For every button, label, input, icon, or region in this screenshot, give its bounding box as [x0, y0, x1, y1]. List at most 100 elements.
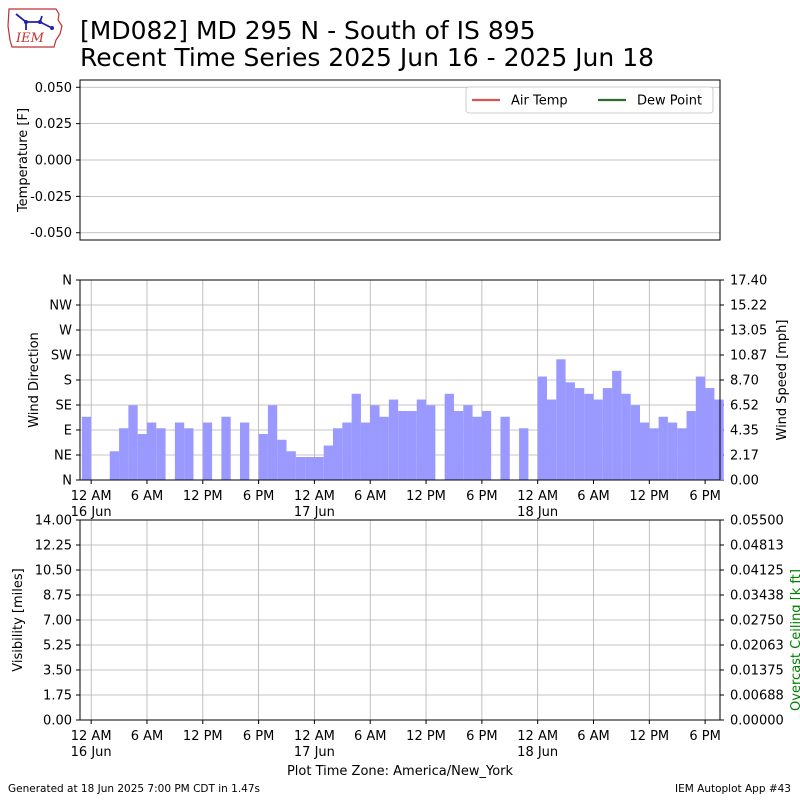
temp-y-axis-label: Temperature [F]: [16, 108, 31, 213]
vis-y-axis-label: Visibility [miles]: [11, 568, 26, 671]
chart-title-line2: Recent Time Series 2025 Jun 16 - 2025 Ju…: [80, 43, 654, 72]
wind-speed-bar: [593, 399, 603, 480]
wind-y-tick-label: NW: [49, 299, 72, 314]
wind-y2-tick-label: 17.40: [730, 274, 767, 289]
vis-x-tick-label: 6 PM: [243, 729, 274, 744]
temp-frame: [79, 79, 721, 241]
vis-x-tick-label: 12 AM: [517, 729, 558, 744]
wind-y-tick-label: NE: [54, 449, 72, 464]
wind-speed-bar: [221, 416, 231, 480]
vis-y-tick-label: 12.25: [35, 539, 72, 554]
wind-speed-bar: [295, 457, 306, 480]
wind-y-tick-label: SW: [51, 349, 72, 364]
wind-speed-bar: [174, 422, 185, 480]
wind-x-tick-label: 12 AM: [294, 489, 335, 504]
wind-y-tick-label: S: [64, 374, 72, 389]
wind-speed-bar: [305, 457, 315, 480]
wind-speed-bar: [360, 422, 371, 480]
wind-speed-bar: [556, 359, 566, 480]
vis-x-date-label: 16 Jun: [71, 745, 112, 760]
wind-speed-bar: [333, 428, 343, 480]
wind-speed-bar: [481, 411, 492, 480]
wind-speed-bar: [546, 399, 557, 480]
wind-speed-bar: [574, 388, 585, 480]
vis-y-tick-label: 5.25: [43, 639, 72, 654]
wind-y-tick-label: W: [59, 324, 72, 339]
vis-x-tick-label: 12 AM: [294, 729, 335, 744]
vis-y-tick-label: 14.00: [35, 514, 72, 529]
vis-x-tick-label: 6 AM: [131, 729, 164, 744]
wind-speed-bar: [240, 422, 250, 480]
wind-y-tick-label: N: [62, 474, 72, 489]
wind-y2-axis-label: Wind Speed [mph]: [775, 320, 790, 441]
wind-speed-bar: [565, 382, 575, 480]
wind-speed-bar: [537, 376, 547, 480]
wind-x-tick-label: 12 PM: [406, 489, 446, 504]
wind-speed-bar: [184, 428, 194, 480]
wind-y-tick-label: E: [64, 424, 72, 439]
vis-y2-tick-label: 0.04125: [730, 564, 784, 579]
wind-y2-tick-label: 6.52: [730, 399, 759, 414]
wind-speed-bar: [267, 405, 278, 480]
vis-x-date-label: 17 Jun: [294, 745, 335, 760]
wind-speed-bar: [388, 399, 399, 480]
vis-y2-tick-label: 0.01375: [730, 664, 784, 679]
wind-y2-tick-label: 4.35: [730, 424, 759, 439]
wind-y2-tick-label: 0.00: [730, 474, 759, 489]
wind-speed-bar: [667, 422, 678, 480]
wind-speed-bar: [630, 405, 640, 480]
wind-speed-bar: [109, 451, 120, 480]
wind-speed-bar: [453, 411, 464, 480]
ceiling-y2-axis-label: Overcast Ceiling [k ft]: [789, 569, 800, 711]
vis-x-date-label: 18 Jun: [517, 745, 558, 760]
wind-x-tick-label: 6 PM: [689, 489, 720, 504]
vis-y2-tick-label: 0.02750: [730, 614, 784, 629]
wind-x-tick-label: 12 PM: [629, 489, 669, 504]
chart-title-line1: [MD082] MD 295 N - South of IS 895: [80, 16, 536, 45]
temp-y-tick-label: 0.000: [35, 154, 72, 169]
wind-speed-bar: [128, 405, 138, 480]
wind-x-tick-label: 12 AM: [71, 489, 112, 504]
wind-speed-bar: [463, 405, 473, 480]
wind-speed-bar: [686, 411, 696, 480]
vis-y-tick-label: 3.50: [43, 664, 72, 679]
wind-x-tick-label: 6 PM: [243, 489, 274, 504]
wind-y-tick-label: SE: [56, 399, 72, 414]
wind-y2-tick-label: 2.17: [730, 449, 759, 464]
wind-speed-bar: [602, 388, 613, 480]
vis-x-tick-label: 12 PM: [629, 729, 669, 744]
vis-x-tick-label: 6 AM: [577, 729, 610, 744]
legend-dew-point-label: Dew Point: [637, 94, 702, 109]
wind-speed-bar: [444, 393, 454, 480]
vis-y2-tick-label: 0.00688: [730, 689, 784, 704]
vis-x-tick-label: 6 PM: [689, 729, 720, 744]
wind-speed-bar: [351, 393, 361, 480]
wind-x-tick-label: 12 PM: [183, 489, 223, 504]
vis-x-tick-label: 12 PM: [406, 729, 446, 744]
wind-speed-bar: [416, 399, 427, 480]
wind-x-date-label: 17 Jun: [294, 505, 335, 520]
wind-speed-bar: [519, 428, 529, 480]
wind-speed-bar: [621, 393, 631, 480]
temp-y-tick-label: 0.025: [35, 117, 72, 132]
wind-speed-bar: [202, 422, 213, 480]
vis-y2-tick-label: 0.05500: [730, 514, 784, 529]
vis-y-tick-label: 7.00: [43, 614, 72, 629]
wind-speed-bar: [640, 422, 650, 480]
wind-speed-bar: [146, 422, 157, 480]
temp-y-tick-label: 0.050: [35, 81, 72, 96]
wind-speed-bar: [81, 416, 92, 480]
wind-y2-tick-label: 13.05: [730, 324, 767, 339]
vis-y-tick-label: 8.75: [43, 589, 72, 604]
wind-speed-bar: [677, 428, 687, 480]
vis-y-tick-label: 10.50: [35, 564, 72, 579]
wind-panel: N 0.00 NE 2.17 E 4.35 SE 6.52 S 8.70 SW 10.87 W 13.05…: [27, 274, 790, 521]
wind-speed-bar: [472, 416, 482, 480]
iem-logo: IEM: [7, 8, 63, 48]
vis-frame: [79, 519, 721, 721]
wind-x-tick-label: 6 AM: [354, 489, 387, 504]
app-label: IEM Autoplot App #43: [675, 783, 791, 795]
wind-x-tick-label: 6 AM: [577, 489, 610, 504]
